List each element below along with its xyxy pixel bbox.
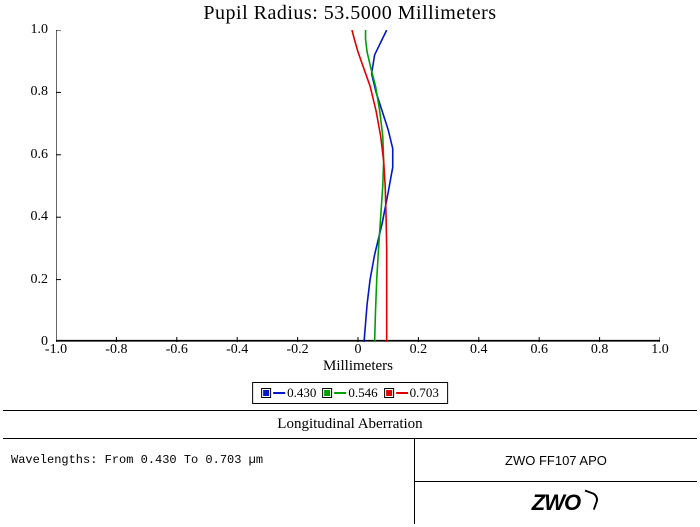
section-title: Longitudinal Aberration bbox=[3, 411, 697, 439]
x-tick-label: -1.0 bbox=[45, 342, 67, 358]
x-tick-label: 0.2 bbox=[410, 342, 428, 358]
chart-title: Pupil Radius: 53.5000 Millimeters bbox=[0, 2, 700, 25]
x-tick-label: 1.0 bbox=[651, 342, 669, 358]
legend-line-icon bbox=[273, 392, 285, 394]
x-tick-label: 0.6 bbox=[530, 342, 548, 358]
legend-marker-icon bbox=[384, 388, 394, 398]
x-tick-label: 0.4 bbox=[470, 342, 488, 358]
legend-label: 0.430 bbox=[287, 385, 316, 401]
y-tick-label: 1.0 bbox=[31, 22, 49, 38]
logo-cell: ZWO bbox=[415, 482, 697, 524]
x-axis-label: Millimeters bbox=[56, 358, 660, 375]
wavelength-range: Wavelengths: From 0.430 To 0.703 µm bbox=[3, 439, 415, 524]
y-axis-ticks: 00.20.40.60.81.0 bbox=[0, 30, 54, 342]
y-tick-label: 0.4 bbox=[31, 209, 49, 225]
x-tick-label: 0.8 bbox=[591, 342, 609, 358]
y-tick-label: 0.6 bbox=[31, 147, 49, 163]
legend-line-icon bbox=[396, 392, 408, 394]
legend-label: 0.703 bbox=[410, 385, 439, 401]
legend-marker-icon bbox=[261, 388, 271, 398]
legend: 0.430 0.546 0.703 bbox=[252, 382, 448, 404]
x-tick-label: -0.8 bbox=[105, 342, 127, 358]
x-tick-label: -0.4 bbox=[226, 342, 248, 358]
product-name: ZWO FF107 APO bbox=[415, 439, 697, 482]
legend-line-icon bbox=[334, 392, 346, 394]
y-tick-label: 0.8 bbox=[31, 84, 49, 100]
footer: Longitudinal Aberration Wavelengths: Fro… bbox=[3, 410, 697, 524]
chart-area: Pupil Radius: 53.5000 Millimeters 0 0.2 0.… bbox=[0, 0, 700, 405]
legend-item: 0.546 bbox=[322, 385, 377, 401]
plot-svg bbox=[56, 30, 660, 342]
y-tick-label: 0.2 bbox=[31, 272, 49, 288]
x-tick-label: -0.2 bbox=[287, 342, 309, 358]
plot-region bbox=[56, 30, 660, 342]
x-tick-label: 0 bbox=[355, 342, 362, 358]
footer-details: Wavelengths: From 0.430 To 0.703 µm ZWO … bbox=[3, 439, 697, 524]
x-tick-label: -0.6 bbox=[166, 342, 188, 358]
legend-item: 0.703 bbox=[384, 385, 439, 401]
page-root: Pupil Radius: 53.5000 Millimeters 0 0.2 0.… bbox=[0, 0, 700, 527]
footer-right: ZWO FF107 APO ZWO bbox=[415, 439, 697, 524]
legend-label: 0.546 bbox=[348, 385, 377, 401]
legend-item: 0.430 bbox=[261, 385, 316, 401]
brand-logo: ZWO bbox=[532, 490, 580, 516]
legend-marker-icon bbox=[322, 388, 332, 398]
